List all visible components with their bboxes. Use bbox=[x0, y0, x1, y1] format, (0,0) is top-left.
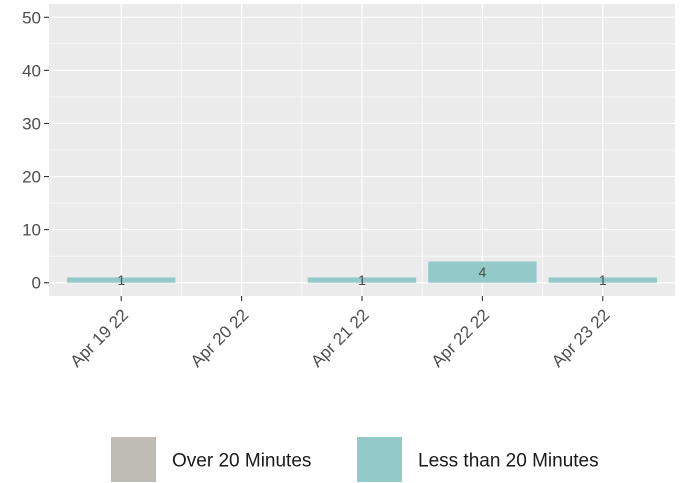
legend-label-less-than-20: Less than 20 Minutes bbox=[418, 451, 599, 472]
y-tick-label: 30 bbox=[22, 114, 41, 133]
x-tick-label: Apr 19 22 bbox=[66, 305, 132, 371]
legend-swatch-less-than-20 bbox=[357, 437, 402, 482]
data-label: 1 bbox=[117, 272, 125, 288]
y-tick-label: 10 bbox=[22, 221, 41, 240]
y-axis: 0 10 20 30 40 50 bbox=[22, 8, 49, 292]
y-tick-label: 50 bbox=[22, 8, 41, 27]
x-tick-label: Apr 20 22 bbox=[187, 305, 253, 371]
data-label: 1 bbox=[599, 272, 607, 288]
y-tick-label: 40 bbox=[22, 61, 41, 80]
legend-swatch-over-20 bbox=[111, 437, 156, 482]
y-tick-label: 0 bbox=[32, 274, 41, 293]
legend: Over 20 Minutes Less than 20 Minutes bbox=[111, 437, 599, 482]
legend-label-over-20: Over 20 Minutes bbox=[172, 451, 311, 472]
data-label: 1 bbox=[358, 272, 366, 288]
x-tick-label: Apr 23 22 bbox=[548, 305, 614, 371]
x-axis: Apr 19 22 Apr 20 22 Apr 21 22 Apr 22 22 Apr … bbox=[66, 296, 613, 371]
data-label: 4 bbox=[478, 264, 486, 280]
x-tick-label: Apr 22 22 bbox=[428, 305, 494, 371]
x-tick-label: Apr 21 22 bbox=[307, 305, 373, 371]
y-tick-label: 20 bbox=[22, 168, 41, 187]
